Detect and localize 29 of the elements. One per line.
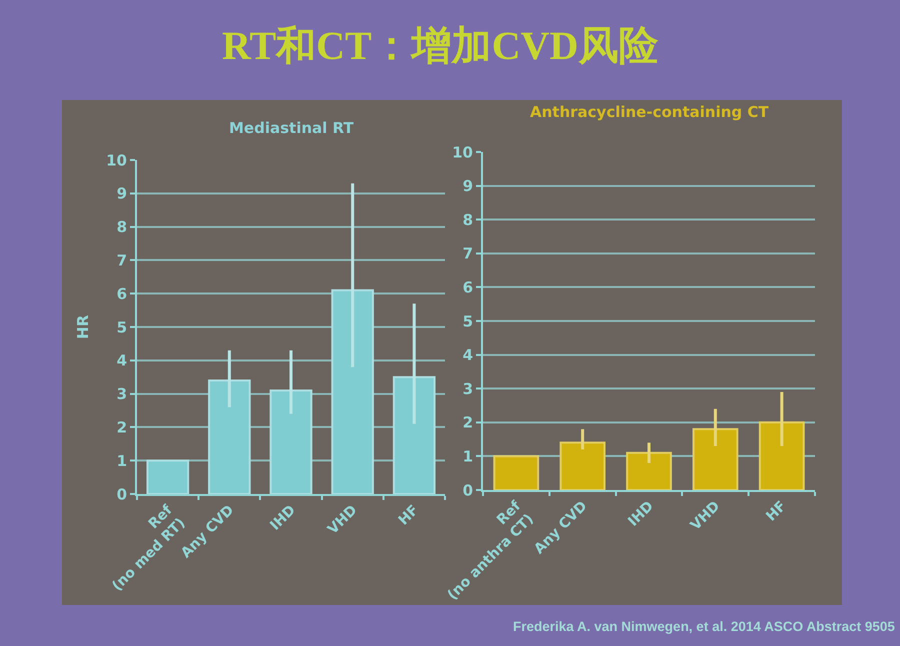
y-tick-label: 9 bbox=[462, 177, 473, 196]
x-tick-label: HF bbox=[396, 502, 422, 529]
y-tick-label: 2 bbox=[116, 418, 127, 436]
y-tick-label: 7 bbox=[116, 251, 127, 270]
chart-title: Mediastinal RT bbox=[229, 119, 354, 137]
y-tick-label: 6 bbox=[462, 278, 473, 296]
chart-title: Anthracycline-containing CT bbox=[530, 103, 770, 121]
y-tick-label: 8 bbox=[116, 218, 127, 236]
text: RT和CT：增加CVD风险 bbox=[222, 23, 658, 68]
y-tick-label: 8 bbox=[462, 210, 473, 229]
y-tick-label: 6 bbox=[116, 284, 127, 303]
y-tick-label: 0 bbox=[116, 485, 127, 504]
y-tick-label: 5 bbox=[462, 312, 473, 330]
y-tick-label: 9 bbox=[116, 184, 127, 203]
y-tick-label: 5 bbox=[116, 318, 127, 336]
y-tick-label: 4 bbox=[462, 346, 473, 364]
y-tick-label: 7 bbox=[462, 244, 473, 263]
y-tick-label: 10 bbox=[106, 151, 127, 170]
y-tick-label: 3 bbox=[116, 385, 127, 404]
y-tick-label: 3 bbox=[462, 380, 473, 398]
x-tick-label: HF bbox=[763, 498, 790, 525]
y-tick-label: 10 bbox=[452, 143, 473, 162]
y-axis-title: HR bbox=[74, 314, 92, 340]
y-tick-label: 0 bbox=[462, 481, 473, 500]
y-tick-label: 4 bbox=[116, 352, 127, 370]
y-tick-label: 1 bbox=[116, 452, 127, 470]
text: Frederika A. van Nimwegen, et al. 2014 ASCO Abstract 9505 bbox=[513, 619, 896, 634]
y-tick-label: 2 bbox=[462, 414, 473, 432]
y-tick-label: 1 bbox=[462, 447, 473, 466]
